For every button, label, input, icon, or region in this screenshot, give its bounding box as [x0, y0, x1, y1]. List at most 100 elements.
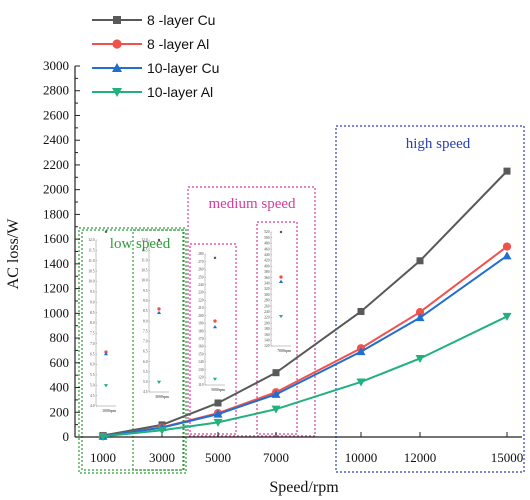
inset-tick-label: 220 [264, 316, 270, 320]
inset-tick-label: 130 [198, 368, 204, 372]
inset-tick-label: 120 [198, 375, 204, 379]
data-point [278, 279, 284, 283]
inset-tick-label: 4.5 [143, 390, 148, 394]
inset-tick-label: 180 [264, 327, 270, 331]
inset-tick-label: 180 [198, 329, 204, 333]
data-point [272, 369, 280, 377]
data-point [103, 384, 109, 388]
legend-label: 8 -layer Al [147, 36, 209, 52]
data-point [279, 230, 283, 234]
inset-label: 3000rpm [155, 395, 169, 399]
inset-tick-label: 7.0 [90, 342, 95, 346]
inset-tick-label: 120 [264, 344, 270, 348]
inset-tick-label: 7.5 [90, 332, 95, 336]
inset-tick-label: 4.5 [90, 394, 95, 398]
inset-tick-label: 11.0 [141, 258, 147, 262]
data-point [157, 426, 167, 435]
speed-regions: low speed medium speed high speed [78, 125, 525, 474]
inset-tick-label: 440 [264, 253, 270, 257]
inset-1000rpm: 4.0 4.5 5.0 5.5 6.0 6.5 7.0 7.5 8.0 8.5 9.0 9.5 10.0… [88, 230, 116, 413]
inset-tick-label: 240 [264, 310, 270, 314]
data-point [112, 63, 122, 72]
inset-tick-label: 150 [198, 352, 204, 356]
data-point [112, 39, 122, 49]
inset-tick-label: 380 [264, 270, 270, 274]
y-tick-label: 800 [50, 330, 70, 345]
y-tick-label: 2200 [43, 157, 69, 172]
region-box [187, 186, 316, 437]
inset-tick-label: 500 [264, 236, 270, 240]
y-tick-label: 1800 [43, 206, 69, 221]
series-10-layer-al [98, 312, 512, 441]
data-point [415, 307, 425, 317]
inset-frame [256, 221, 298, 435]
inset-tick-label: 9.5 [90, 290, 95, 294]
inset-tick-label: 320 [264, 287, 270, 291]
inset-tick-label: 230 [198, 291, 204, 295]
legend-item-8-layer-al: 8 -layer Al [92, 36, 209, 52]
region-low-speed: low speed [78, 227, 187, 474]
y-tick-label: 1000 [43, 305, 69, 320]
inset-tick-label: 280 [198, 252, 204, 256]
inset-tick-label: 260 [198, 268, 204, 272]
legend-item-8-layer-cu: 8 -layer Cu [92, 12, 215, 28]
inset-tick-label: 200 [198, 314, 204, 318]
legend: 8 -layer Cu 8 -layer Al 10-layer Cu 10-laye… [92, 12, 219, 100]
inset-tick-label: 6.5 [90, 352, 95, 356]
inset-tick-label: 220 [198, 298, 204, 302]
data-point [213, 319, 217, 323]
inset-tick-label: 200 [264, 321, 270, 325]
inset-tick-label: 5.5 [90, 373, 95, 377]
inset-tick-label: 160 [264, 333, 270, 337]
data-point [356, 347, 366, 356]
y-tick-label: 0 [63, 429, 70, 444]
x-tick-label: 3000 [149, 450, 175, 465]
inset-tick-label: 270 [198, 260, 204, 264]
inset-tick-label: 10.0 [141, 279, 147, 283]
series-10-layer-cu [98, 251, 512, 440]
inset-tick-label: 8.5 [90, 311, 95, 315]
data-point [112, 88, 122, 97]
inset-tick-label: 11.0 [88, 259, 94, 263]
inset-tick-label: 8.0 [90, 321, 95, 325]
inset-tick-label: 10.5 [88, 269, 94, 273]
inset-tick-label: 260 [264, 304, 270, 308]
inset-tick-label: 480 [264, 242, 270, 246]
data-point [157, 307, 161, 311]
inset-frame [132, 229, 184, 471]
y-tick-label: 2800 [43, 83, 69, 98]
inset-label: 5000rpm [211, 388, 225, 392]
inset-tick-label: 250 [198, 275, 204, 279]
inset-tick-label: 10.5 [141, 269, 147, 273]
x-tick-label: 10000 [345, 450, 378, 465]
inset-tick-label: 140 [198, 360, 204, 364]
y-tick-label: 2400 [43, 132, 69, 147]
y-tick-label: 200 [50, 404, 70, 419]
data-point [502, 312, 512, 321]
inset-tick-label: 340 [264, 282, 270, 286]
data-point [214, 399, 222, 407]
region-high-speed: high speed [335, 125, 525, 473]
inset-tick-label: 280 [264, 299, 270, 303]
inset-tick-label: 460 [264, 247, 270, 251]
y-tick-label: 3000 [43, 58, 69, 73]
inset-tick-label: 240 [198, 283, 204, 287]
inset-3000rpm: 4.5 5.0 5.5 6.0 6.5 7.0 7.5 8.0 8.5 9.0 9.5 10.0 10.… [141, 238, 169, 399]
inset-tick-label: 520 [264, 230, 270, 234]
region-box [78, 227, 187, 474]
data-point [279, 275, 283, 279]
inset-tick-label: 110 [198, 383, 203, 387]
data-point [212, 377, 218, 381]
data-point [156, 310, 162, 315]
inset-tick-label: 420 [264, 259, 270, 263]
inset-tick-label: 11.5 [141, 248, 147, 252]
region-box [335, 125, 525, 473]
legend-label: 10-layer Al [147, 84, 213, 100]
inset-tick-label: 8.5 [143, 309, 148, 313]
inset-tick-label: 6.0 [143, 360, 148, 364]
inset-5000rpm: 110 120 130 140 150 160 170 180 190 200 210 220 230 2… [198, 252, 225, 392]
inset-tick-label: 160 [198, 345, 204, 349]
data-point [213, 409, 223, 418]
region-label-medium-speed: medium speed [208, 196, 296, 212]
y-tick-label: 2000 [43, 182, 69, 197]
